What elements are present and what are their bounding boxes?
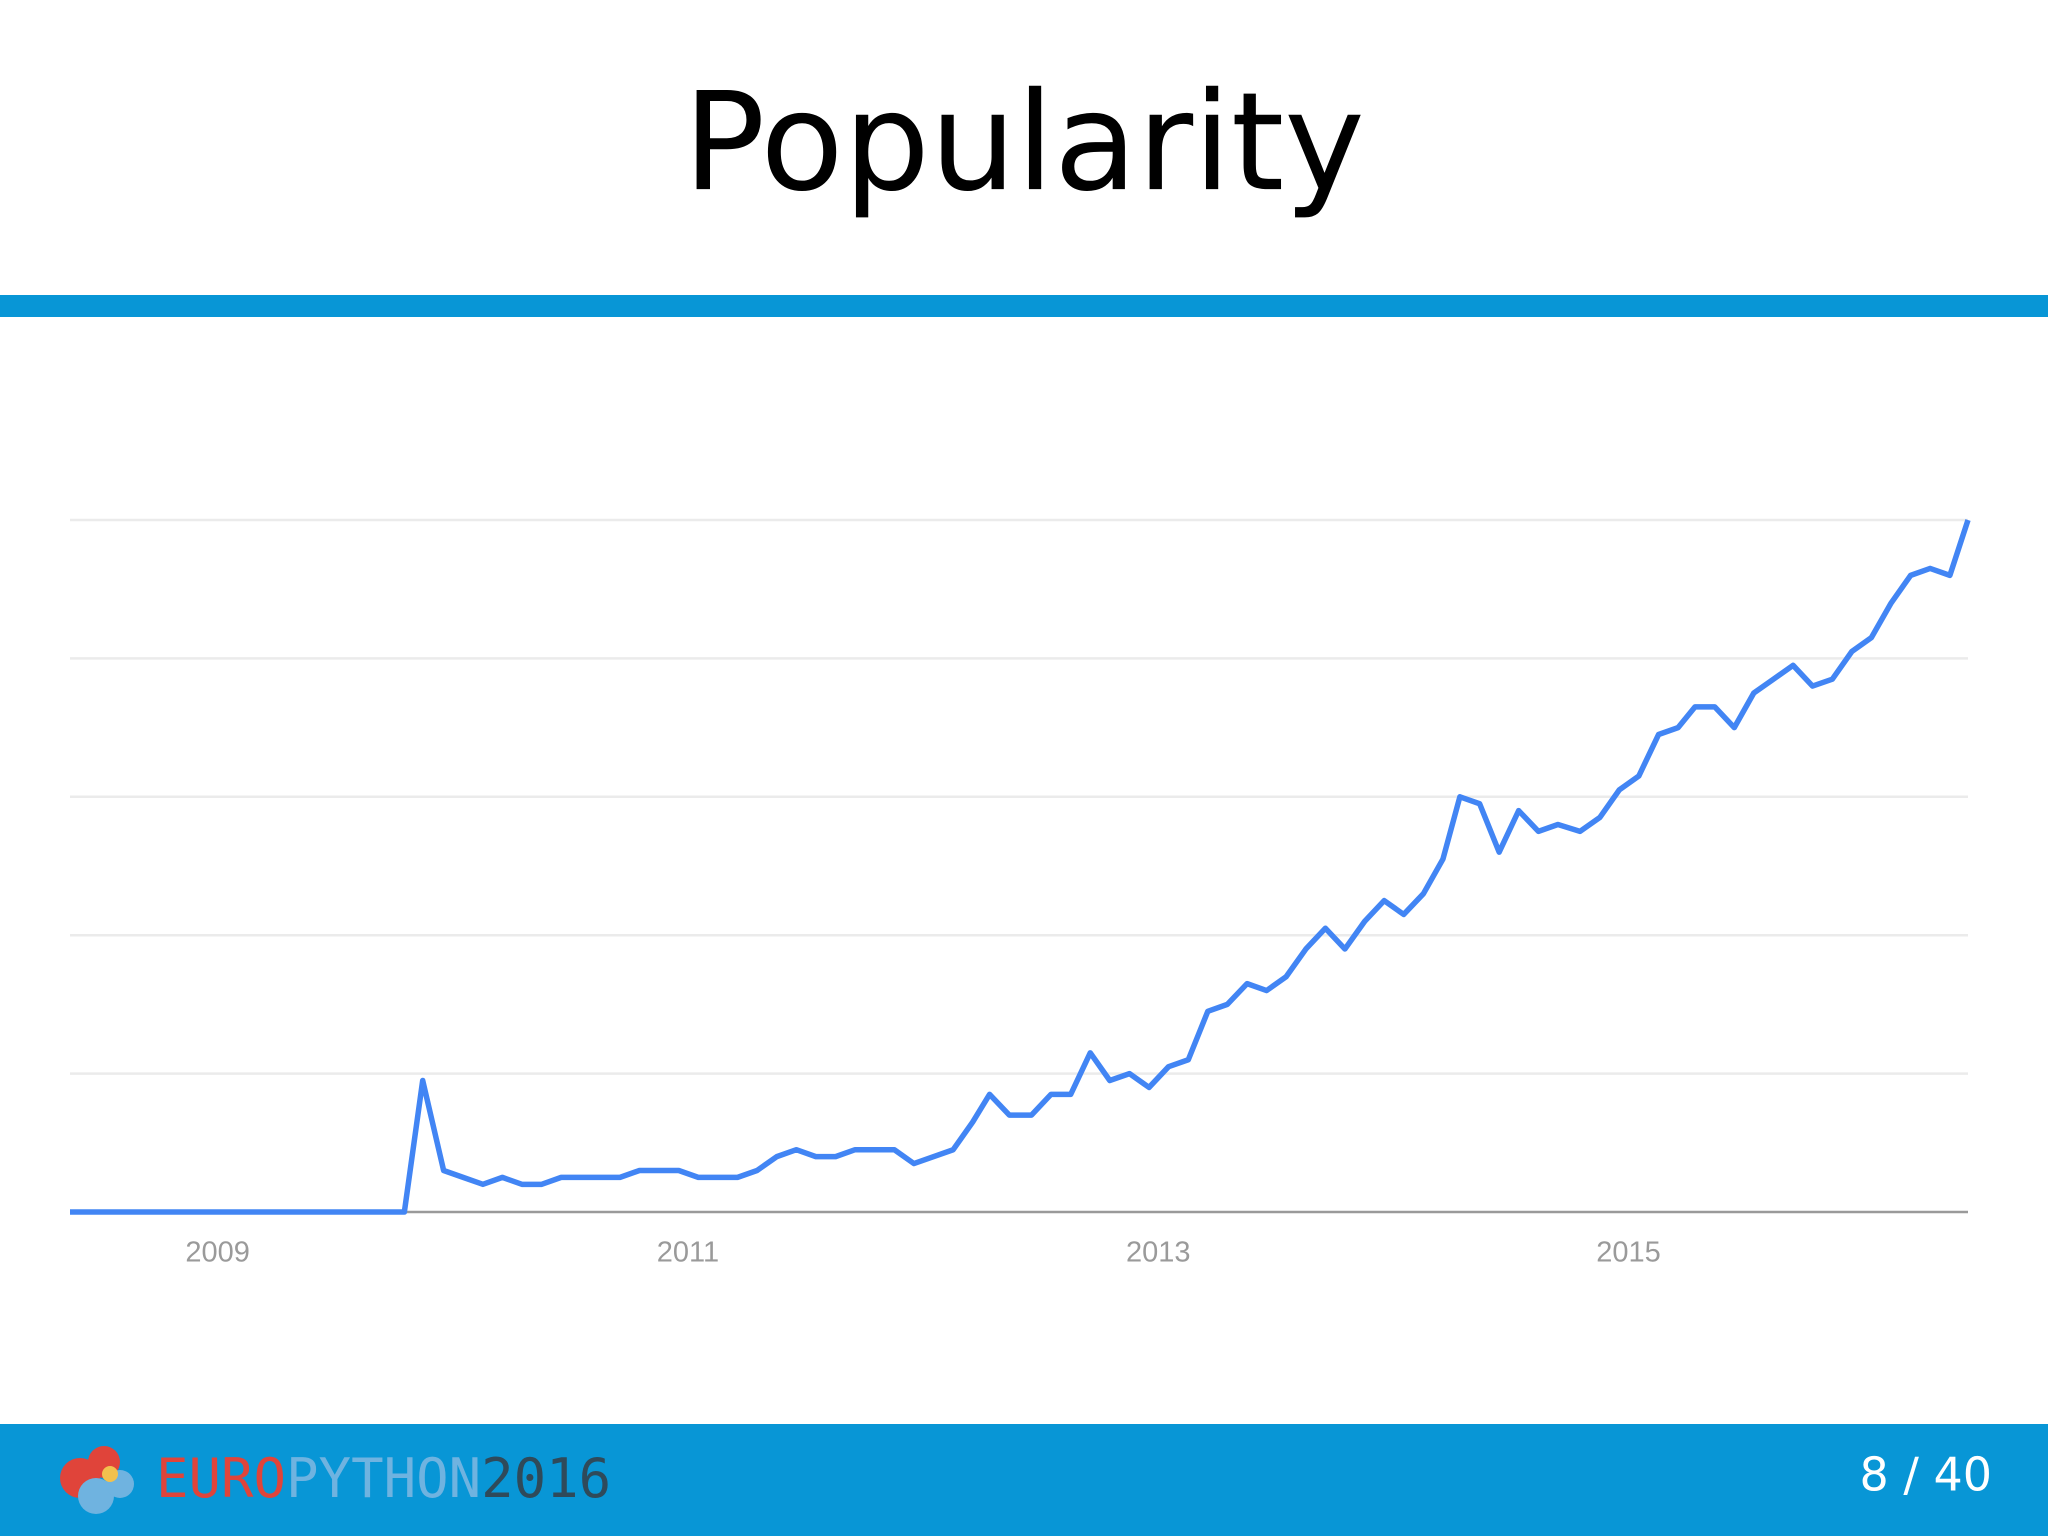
logo-part: PYTHON (286, 1447, 481, 1510)
x-tick-label: 2011 (657, 1237, 719, 1269)
slide-title: Popularity (683, 64, 1365, 222)
logo-part: 2016 (481, 1447, 611, 1510)
page-number: 8 / 40 (1859, 1448, 1992, 1502)
footer-bar (0, 1424, 2048, 1536)
logo-icon (60, 1446, 134, 1514)
x-tick-label: 2009 (185, 1237, 250, 1269)
logo-part: EURO (156, 1447, 286, 1510)
header-rule (0, 295, 2048, 317)
x-tick-label: 2013 (1126, 1237, 1191, 1269)
x-tick-label: 2015 (1596, 1237, 1661, 1269)
trend-line (70, 519, 1971, 1215)
logo-text: EUROPYTHON2016 (156, 1447, 611, 1510)
